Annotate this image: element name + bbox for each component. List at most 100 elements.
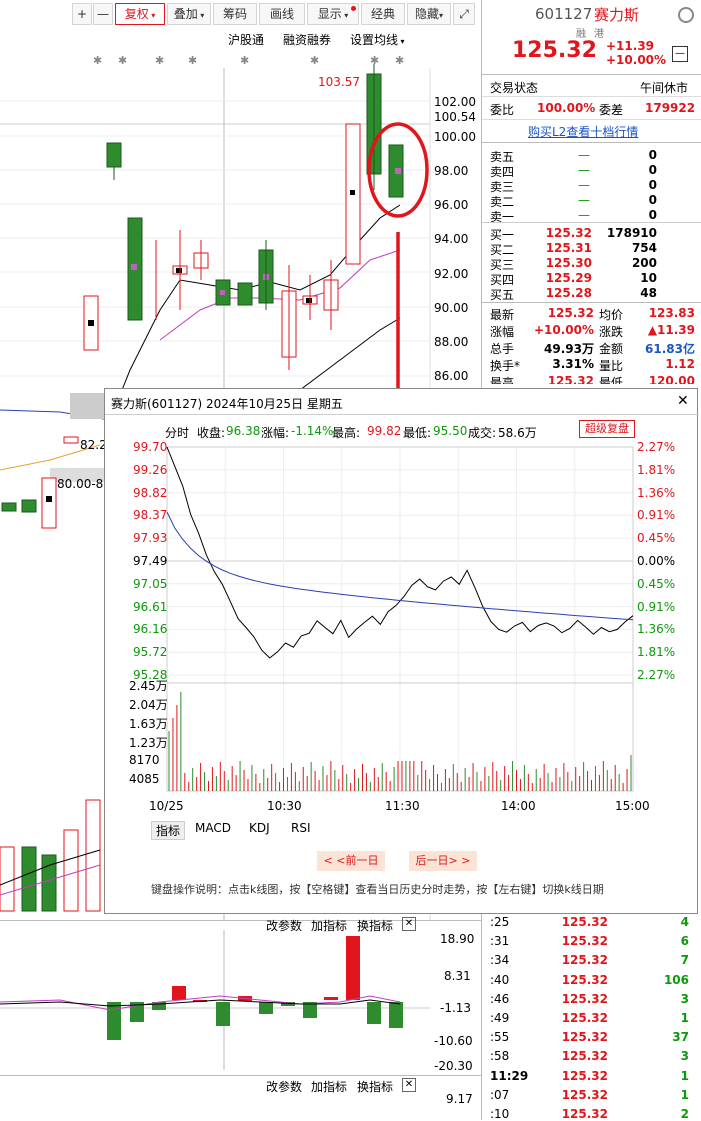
tab-macd[interactable]: MACD	[195, 821, 231, 835]
svg-text:✱: ✱	[93, 54, 102, 67]
orderbook-buy-price: 125.32	[545, 226, 592, 240]
axis-label: 100.00	[434, 130, 476, 144]
tab-rsi[interactable]: RSI	[291, 821, 311, 835]
svg-text:✱: ✱	[310, 54, 319, 67]
vol-axis-label: 1.63万	[129, 717, 168, 731]
stat-label: 最高	[490, 376, 515, 384]
l2-link[interactable]: 购买L2查看十档行情	[528, 125, 639, 139]
price-axis-label: 99.70	[133, 440, 168, 454]
close-icon[interactable]: ✕	[402, 1078, 416, 1092]
collapse-button[interactable]: —	[672, 46, 688, 62]
close-value: 96.38	[226, 424, 261, 438]
set-ma-label: 设置均线	[350, 33, 399, 47]
tab-zhibiao[interactable]: 指标	[151, 821, 186, 840]
settings-icon[interactable]	[678, 7, 694, 23]
intraday-chart[interactable]	[105, 429, 699, 809]
close-icon[interactable]: ✕	[402, 917, 416, 931]
stat-value: 120.00	[648, 374, 695, 384]
diejia-button[interactable]: 叠加 ▾	[167, 3, 211, 25]
diejia-label: 叠加	[173, 7, 198, 21]
dropdown-icon: ▾	[439, 11, 444, 20]
tab-kdj[interactable]: KDJ	[249, 821, 270, 835]
axis-label-current: 100.54	[434, 110, 476, 124]
param-button[interactable]: 改参数	[266, 1080, 303, 1094]
next-day-button[interactable]: 后一日> >	[409, 851, 477, 871]
tick-price: 125.32	[561, 934, 608, 949]
macd-axis-label: 8.31	[444, 969, 471, 983]
price-axis-label: 95.28	[133, 668, 168, 682]
price-axis-label: 99.26	[133, 462, 168, 477]
star-markers: ✱ ✱ ✱ ✱ ✱ ✱ ✱ ✱	[93, 54, 404, 67]
stock-code: 601127	[535, 5, 593, 23]
macd-chart[interactable]	[0, 930, 430, 1070]
rongzi-label[interactable]: 融资融券	[283, 33, 332, 47]
tick-time: :25	[490, 915, 510, 929]
orderbook-buy-label: 买四	[490, 273, 515, 287]
dropdown-icon: ▾	[197, 11, 205, 20]
stat-value: 61.83亿	[645, 342, 695, 356]
weibi-value: 100.00%	[537, 101, 596, 115]
set-ma-button[interactable]: 设置均线 ▾	[350, 31, 405, 48]
price-change: +11.39	[606, 39, 655, 53]
pct-axis-label: 1.81%	[637, 645, 676, 660]
fuquan-button[interactable]: 复权 ▾	[115, 3, 165, 25]
vol-axis-label: 2.04万	[129, 698, 168, 712]
stat-value: 125.32	[547, 306, 594, 320]
jingdian-button[interactable]: 经典	[361, 3, 405, 25]
price-axis-label: 96.61	[133, 599, 168, 614]
pct-axis-label: 1.36%	[637, 485, 676, 500]
axis-label: 86.00	[434, 369, 469, 383]
popup-close-icon[interactable]: ✕	[677, 393, 689, 409]
tick-volume: 37	[672, 1030, 689, 1045]
axis-label: 92.00	[434, 267, 469, 281]
orderbook-buy-price: 125.28	[545, 286, 592, 300]
orderbook-buy-label: 买一	[490, 228, 515, 242]
switch-indicator-button[interactable]: 换指标	[357, 919, 394, 933]
pct-axis-label: 2.27%	[637, 440, 676, 454]
orderbook-buy-volume: 48	[640, 286, 657, 300]
stat-label: 均价	[599, 308, 624, 322]
orderbook-sell-volume: 0	[648, 148, 657, 162]
orderbook-sell-volume: 0	[648, 193, 657, 207]
dropdown-icon: ▾	[398, 37, 405, 46]
orderbook-sell-price: —	[578, 178, 590, 192]
zoom-in-button[interactable]: +	[72, 3, 92, 25]
svg-text:✱: ✱	[370, 54, 379, 67]
price-axis-label: 97.49	[133, 554, 168, 568]
weibi-label: 委比	[490, 103, 515, 117]
chouma-button[interactable]: 筹码	[213, 3, 257, 25]
param-button[interactable]: 改参数	[266, 919, 303, 933]
tick-time: :46	[490, 991, 510, 1006]
tick-volume: 1	[680, 1068, 689, 1083]
orderbook-sell-volume: 0	[648, 208, 657, 222]
orderbook-buy-label: 买三	[490, 258, 515, 272]
yincang-button[interactable]: 隐藏▾	[407, 3, 451, 25]
expand-icon[interactable]: ⤢	[453, 3, 475, 25]
super-review-button[interactable]: 超级复盘	[579, 420, 635, 438]
svg-text:✱: ✱	[118, 54, 127, 67]
tick-price: 125.32	[561, 972, 608, 987]
tick-price: 125.32	[561, 991, 608, 1006]
prev-day-button[interactable]: < <前一日	[317, 851, 385, 871]
xianshi-button[interactable]: 显示 ▾	[307, 3, 359, 25]
tick-time: :55	[490, 1030, 510, 1045]
orderbook-buy-price: 125.31	[545, 241, 592, 255]
zoom-out-button[interactable]: —	[93, 3, 113, 25]
add-indicator-button[interactable]: 加指标	[311, 919, 348, 933]
add-indicator-button[interactable]: 加指标	[311, 1080, 348, 1094]
price-axis-label: 98.37	[133, 508, 168, 523]
kline-left-label: 82.2	[80, 438, 107, 452]
pct-axis-label: 0.00%	[637, 554, 676, 568]
high-value: 99.82	[367, 424, 402, 438]
tick-volume: 3	[680, 991, 689, 1006]
huaxian-button[interactable]: 画线	[259, 3, 305, 25]
intraday-popup[interactable]: 赛力斯(601127) 2024年10月25日 星期五 ✕ 分时 收盘: 96.…	[104, 388, 699, 914]
hugutong-label[interactable]: 沪股通	[228, 33, 265, 47]
pct-axis-label: 1.81%	[637, 462, 676, 477]
stat-label: 金额	[599, 342, 624, 356]
switch-indicator-button[interactable]: 换指标	[357, 1080, 394, 1094]
orderbook-sell-price: —	[578, 163, 590, 177]
orderbook-sell-price: —	[578, 208, 590, 222]
vol-value: 58.6万	[498, 426, 537, 440]
time-axis-label: 15:00	[615, 799, 650, 813]
